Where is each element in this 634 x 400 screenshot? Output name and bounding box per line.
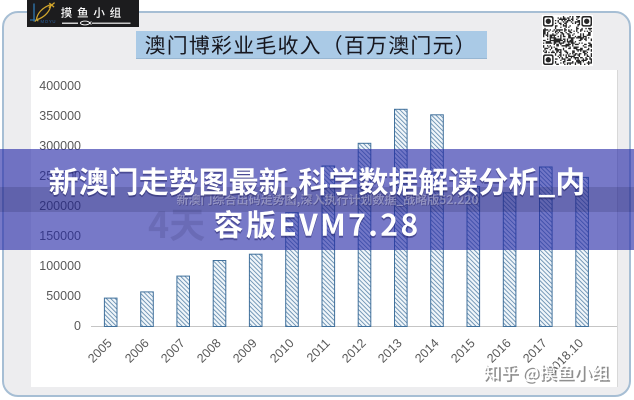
svg-text:MOYU: MOYU [41,19,57,24]
